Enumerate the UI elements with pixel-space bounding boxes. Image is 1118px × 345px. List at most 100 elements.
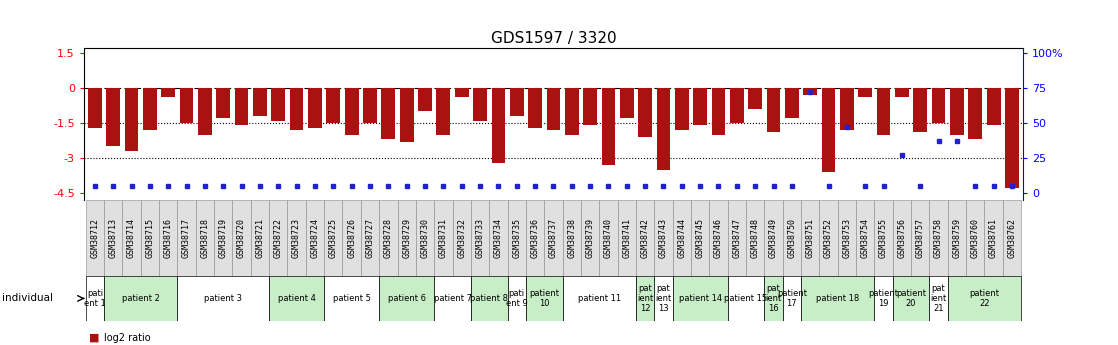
Text: patient 5: patient 5 <box>333 294 370 303</box>
Bar <box>235 88 248 125</box>
Bar <box>619 88 634 118</box>
Text: GSM38714: GSM38714 <box>127 218 136 258</box>
Text: GSM38734: GSM38734 <box>494 218 503 258</box>
Bar <box>180 88 193 123</box>
Text: GSM38752: GSM38752 <box>824 218 833 258</box>
Bar <box>326 88 340 123</box>
Bar <box>269 200 287 276</box>
Bar <box>601 88 615 165</box>
Text: GSM38725: GSM38725 <box>329 218 338 258</box>
Bar <box>730 88 743 123</box>
Bar <box>233 200 250 276</box>
Bar <box>877 88 890 135</box>
Text: patient 6: patient 6 <box>388 294 426 303</box>
Bar <box>804 88 817 95</box>
Bar <box>562 276 636 321</box>
Bar <box>931 88 946 123</box>
Bar <box>1003 200 1021 276</box>
Bar <box>929 276 948 321</box>
Bar <box>398 200 416 276</box>
Bar <box>840 88 854 130</box>
Bar <box>968 88 982 139</box>
Bar <box>800 200 819 276</box>
Text: GSM38761: GSM38761 <box>989 218 998 258</box>
Text: GSM38748: GSM38748 <box>750 218 759 258</box>
Text: pat
ient
13: pat ient 13 <box>655 284 672 313</box>
Bar <box>106 88 120 146</box>
Bar <box>765 200 783 276</box>
Bar <box>269 276 324 321</box>
Bar <box>379 200 398 276</box>
Text: pati
ent 9: pati ent 9 <box>505 289 528 308</box>
Text: GSM38736: GSM38736 <box>531 218 540 258</box>
Bar <box>510 88 523 116</box>
Text: GSM38713: GSM38713 <box>108 218 117 258</box>
Text: GSM38738: GSM38738 <box>567 218 576 258</box>
Bar <box>253 88 267 116</box>
Bar <box>911 200 929 276</box>
Bar <box>893 276 929 321</box>
Bar <box>638 88 652 137</box>
Bar <box>617 200 636 276</box>
Bar <box>141 200 159 276</box>
Bar <box>636 200 654 276</box>
Text: pat
ient
21: pat ient 21 <box>930 284 947 313</box>
Text: patient 8: patient 8 <box>471 294 509 303</box>
Text: ■: ■ <box>89 333 100 343</box>
Bar <box>434 200 453 276</box>
Bar <box>178 276 269 321</box>
Text: GSM38744: GSM38744 <box>678 218 686 258</box>
Text: GSM38727: GSM38727 <box>366 218 375 258</box>
Text: GSM38750: GSM38750 <box>787 218 796 258</box>
Text: GSM38751: GSM38751 <box>806 218 815 258</box>
Bar <box>525 200 544 276</box>
Bar <box>471 276 508 321</box>
Text: GSM38747: GSM38747 <box>732 218 741 258</box>
Bar <box>416 200 434 276</box>
Bar <box>161 88 176 97</box>
Text: GSM38735: GSM38735 <box>512 218 521 258</box>
Bar <box>1005 88 1018 188</box>
Text: GSM38745: GSM38745 <box>695 218 704 258</box>
Bar <box>306 200 324 276</box>
Text: GSM38753: GSM38753 <box>842 218 852 258</box>
Bar <box>125 88 139 151</box>
Bar <box>143 88 157 130</box>
Bar <box>856 200 874 276</box>
Text: GSM38762: GSM38762 <box>1007 218 1016 258</box>
Bar <box>272 88 285 121</box>
Bar <box>948 276 1021 321</box>
Bar <box>159 200 178 276</box>
Text: GSM38758: GSM38758 <box>935 218 944 258</box>
Text: GSM38740: GSM38740 <box>604 218 613 258</box>
Bar <box>929 200 948 276</box>
Bar <box>728 276 765 321</box>
Bar <box>508 200 525 276</box>
Bar <box>893 200 911 276</box>
Bar <box>896 88 909 97</box>
Bar <box>492 88 505 163</box>
Text: GSM38716: GSM38716 <box>163 218 172 258</box>
Text: GSM38757: GSM38757 <box>916 218 925 258</box>
Text: patient
19: patient 19 <box>869 289 899 308</box>
Bar <box>455 88 468 97</box>
Text: GSM38749: GSM38749 <box>769 218 778 258</box>
Bar <box>178 200 196 276</box>
Text: GSM38759: GSM38759 <box>953 218 961 258</box>
Bar <box>656 88 671 170</box>
Bar <box>104 200 122 276</box>
Bar <box>874 276 893 321</box>
Text: GSM38718: GSM38718 <box>200 218 209 258</box>
Text: GSM38712: GSM38712 <box>91 218 100 258</box>
Bar <box>584 88 597 125</box>
Bar <box>400 88 414 142</box>
Bar <box>198 88 211 135</box>
Text: GSM38756: GSM38756 <box>898 218 907 258</box>
Bar <box>913 88 927 132</box>
Bar <box>765 276 783 321</box>
Bar <box>217 88 230 118</box>
Text: GSM38724: GSM38724 <box>311 218 320 258</box>
Bar <box>728 200 746 276</box>
Text: log2 ratio: log2 ratio <box>104 333 151 343</box>
Text: GSM38739: GSM38739 <box>586 218 595 258</box>
